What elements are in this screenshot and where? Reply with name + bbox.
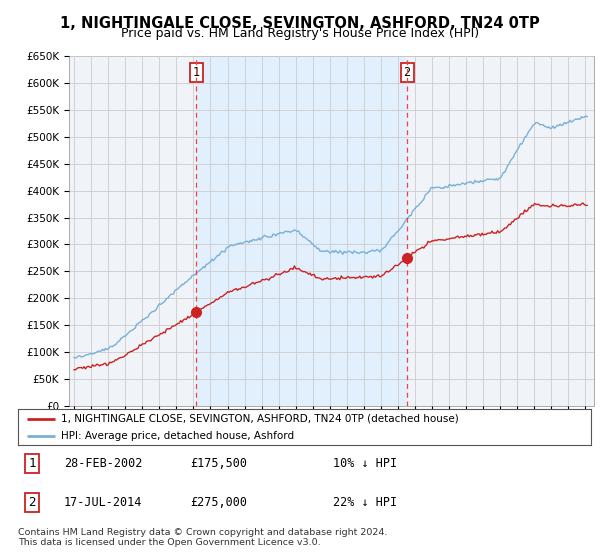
Text: £275,000: £275,000 bbox=[190, 496, 247, 509]
Text: 10% ↓ HPI: 10% ↓ HPI bbox=[333, 457, 397, 470]
Text: 1: 1 bbox=[193, 66, 200, 78]
Text: 22% ↓ HPI: 22% ↓ HPI bbox=[333, 496, 397, 509]
Text: £175,500: £175,500 bbox=[190, 457, 247, 470]
Text: HPI: Average price, detached house, Ashford: HPI: Average price, detached house, Ashf… bbox=[61, 431, 294, 441]
Text: Price paid vs. HM Land Registry's House Price Index (HPI): Price paid vs. HM Land Registry's House … bbox=[121, 27, 479, 40]
Text: Contains HM Land Registry data © Crown copyright and database right 2024.
This d: Contains HM Land Registry data © Crown c… bbox=[18, 528, 388, 547]
Text: 17-JUL-2014: 17-JUL-2014 bbox=[64, 496, 142, 509]
Bar bbox=[196, 56, 407, 406]
Text: 1: 1 bbox=[29, 457, 36, 470]
Text: 1, NIGHTINGALE CLOSE, SEVINGTON, ASHFORD, TN24 0TP: 1, NIGHTINGALE CLOSE, SEVINGTON, ASHFORD… bbox=[60, 16, 540, 31]
Text: 2: 2 bbox=[29, 496, 36, 509]
Text: 2: 2 bbox=[404, 66, 411, 78]
Text: 1, NIGHTINGALE CLOSE, SEVINGTON, ASHFORD, TN24 0TP (detached house): 1, NIGHTINGALE CLOSE, SEVINGTON, ASHFORD… bbox=[61, 414, 459, 423]
Text: 28-FEB-2002: 28-FEB-2002 bbox=[64, 457, 142, 470]
